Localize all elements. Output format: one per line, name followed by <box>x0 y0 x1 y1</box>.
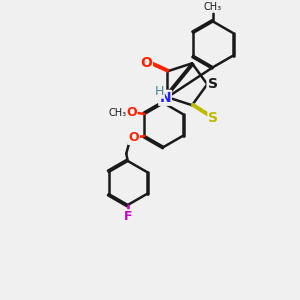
Text: S: S <box>208 77 218 91</box>
Text: N: N <box>159 91 171 105</box>
Text: O: O <box>126 106 136 119</box>
Text: S: S <box>208 111 218 125</box>
Text: F: F <box>124 210 132 223</box>
Text: CH₃: CH₃ <box>204 2 222 12</box>
Text: CH₃: CH₃ <box>108 107 126 118</box>
Text: H: H <box>154 85 164 98</box>
Text: O: O <box>140 56 152 70</box>
Text: O: O <box>128 131 139 144</box>
